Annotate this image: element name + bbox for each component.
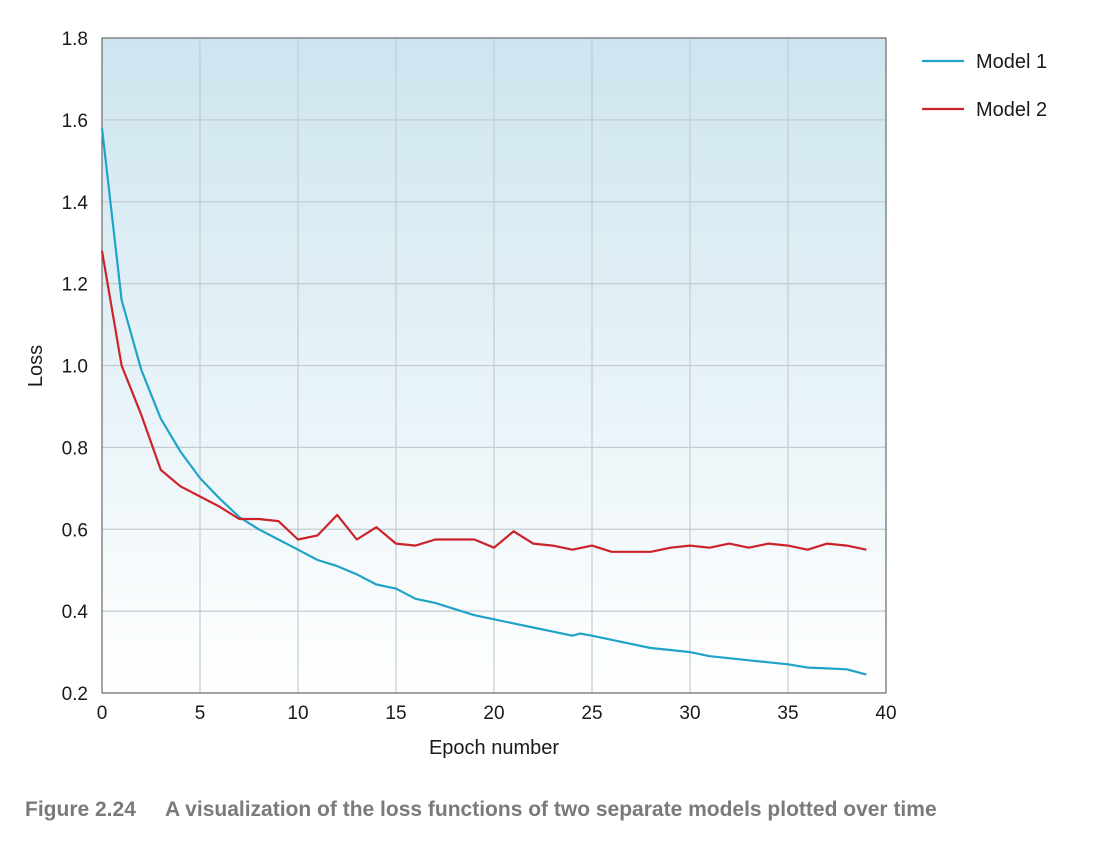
y-tick-label: 1.4 <box>62 193 89 214</box>
x-tick-label: 5 <box>195 703 206 724</box>
x-tick-label: 30 <box>679 703 700 724</box>
x-tick-label: 20 <box>483 703 504 724</box>
y-tick-label: 1.0 <box>62 357 88 378</box>
x-tick-label: 15 <box>385 703 406 724</box>
figure-caption-text: A visualization of the loss functions of… <box>164 798 937 821</box>
plot-frame <box>101 37 887 694</box>
y-tick-label: 0.8 <box>62 438 88 459</box>
figure-caption: Figure 2.24 A visualization of the loss … <box>25 798 937 822</box>
series-line-2 <box>100 250 867 553</box>
x-tick-label: 35 <box>777 703 798 724</box>
y-tick-label: 0.2 <box>62 684 88 705</box>
series-line-1 <box>100 127 867 676</box>
y-tick-labels: 0.2 0.4 0.6 0.8 1.0 1.2 1.4 1.6 1.8 <box>62 29 89 705</box>
y-tick-label: 0.6 <box>62 520 88 541</box>
x-tick-labels: 0 5 10 15 20 25 30 35 40 <box>97 703 897 724</box>
x-tick-label: 25 <box>581 703 602 724</box>
legend: Model 1 Model 2 <box>922 51 1047 121</box>
x-tick-label: 40 <box>875 703 896 724</box>
legend-label: Model 1 <box>976 51 1047 73</box>
y-tick-label: 0.4 <box>62 602 89 623</box>
legend-label: Model 2 <box>976 99 1047 121</box>
x-axis-title: Epoch number <box>429 737 559 759</box>
x-tick-label: 10 <box>287 703 308 724</box>
y-tick-label: 1.2 <box>62 275 88 296</box>
y-tick-label: 1.6 <box>62 111 88 132</box>
x-tick-label: 0 <box>97 703 108 724</box>
line-chart: 0 5 10 15 20 25 30 35 40 0.2 0.4 0.6 0.8 1.0 1.2 1.4 1.… <box>25 29 1047 759</box>
y-axis-title: Loss <box>25 345 47 387</box>
series-lines <box>100 127 867 676</box>
figure-label: Figure 2.24 <box>25 798 136 821</box>
y-tick-label: 1.8 <box>62 29 88 50</box>
